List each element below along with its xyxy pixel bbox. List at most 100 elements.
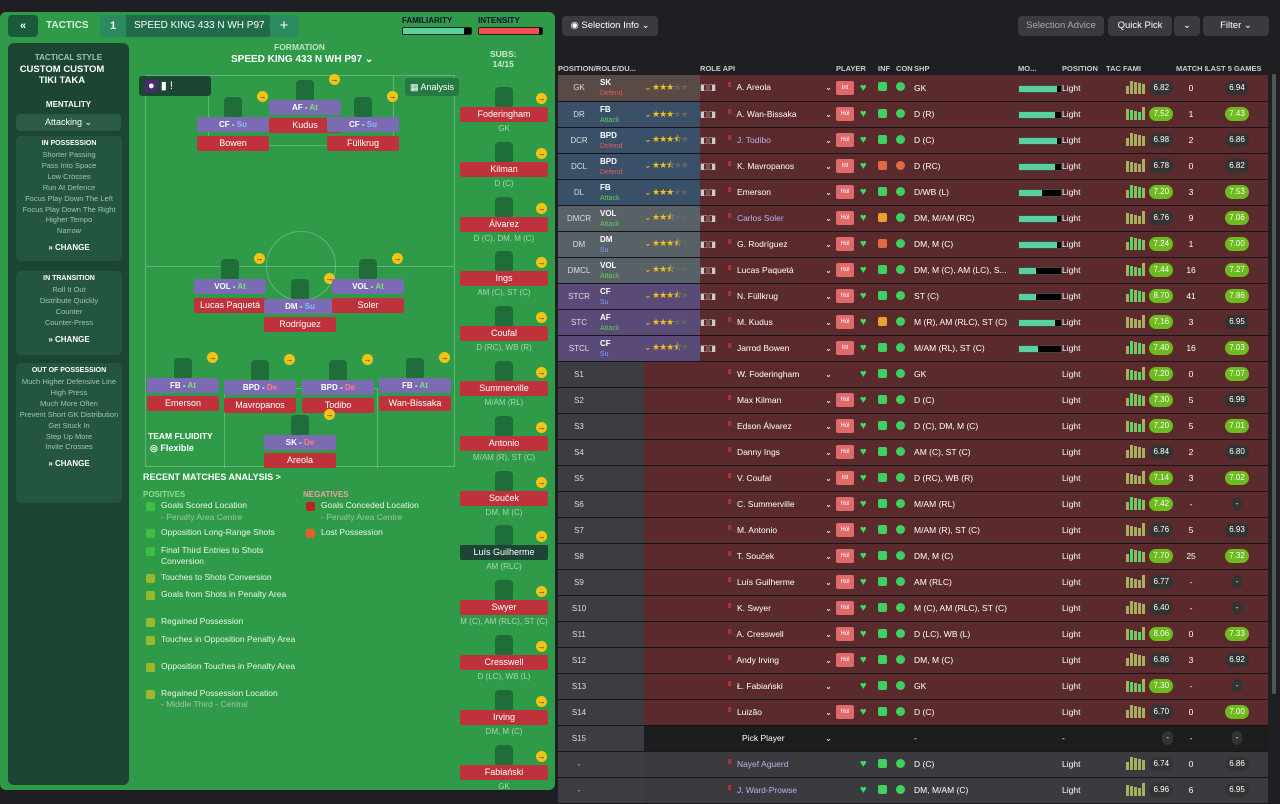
- swap-arrow-icon[interactable]: →: [536, 93, 547, 104]
- change-in-transition-button[interactable]: » CHANGE: [48, 334, 90, 344]
- chevron-down-icon[interactable]: ⌄: [824, 472, 833, 483]
- chart-icon[interactable]: ▮: [160, 80, 167, 92]
- sub-name[interactable]: Ings: [460, 271, 548, 287]
- sub-name[interactable]: Fabiański: [460, 764, 548, 780]
- role-tag[interactable]: SK - De: [264, 435, 336, 450]
- player-cell[interactable]: ▘ W. Foderingham ⌄: [728, 361, 837, 388]
- swap-arrow-icon[interactable]: →: [207, 352, 218, 363]
- table-row[interactable]: DMCL VOL Attack ⌄ ★★⯪★★ ◧◨ ▘ Lucas Paquetá ⌄ Ho…: [558, 257, 1269, 284]
- player-name[interactable]: Emerson: [736, 186, 771, 197]
- sub-name[interactable]: Coufal: [460, 326, 548, 342]
- role-tag[interactable]: AF - At: [269, 100, 341, 115]
- table-row[interactable]: S11 ▘ A. Cresswell ⌄ Hol ♥ D (LC), WB (L) Ligh…: [558, 621, 1269, 648]
- sub-slot[interactable]: Luís Guilherme AM (RLC): [460, 545, 548, 571]
- change-in-possession-button[interactable]: » CHANGE: [48, 243, 90, 253]
- sub-name[interactable]: Antonio: [460, 435, 548, 451]
- chevron-down-icon[interactable]: ⌄: [824, 550, 833, 561]
- table-row[interactable]: S13 ▘ Ł. Fabiański ⌄ ♥ GK Light 7.30- -: [558, 673, 1269, 700]
- role-duty-cell[interactable]: CF Su: [600, 335, 644, 362]
- player-name[interactable]: Todibo: [302, 398, 374, 413]
- player-name[interactable]: Rodríguez: [264, 317, 336, 332]
- role-tag[interactable]: CF - Su: [197, 117, 269, 132]
- player-name[interactable]: Danny Ings: [736, 446, 780, 457]
- sub-name[interactable]: Summerville: [460, 381, 548, 396]
- column-header[interactable]: MO...: [1018, 64, 1037, 73]
- column-header[interactable]: INF: [878, 64, 891, 73]
- sub-name[interactable]: Kilman: [460, 161, 548, 177]
- sub-slot[interactable]: Álvarez D (C), DM, M (C): [460, 216, 548, 243]
- info-icon[interactable]: ●: [145, 80, 158, 92]
- chevron-down-icon[interactable]: ⌄: [824, 680, 833, 691]
- player-cell[interactable]: ▘ V. Coufal ⌄: [728, 465, 837, 492]
- table-row[interactable]: STCL CF Su ⌄ ★★★⯪★ ◧◨ ▘ Jarrod Bowen ⌄ Int ♥ M/AM…: [558, 335, 1269, 362]
- quick-pick-button[interactable]: Quick Pick: [1108, 16, 1172, 36]
- chevron-down-icon[interactable]: ⌄: [824, 524, 833, 535]
- table-row[interactable]: S14 ▘ Luizão ⌄ Hol ♥ D (C) Light 6.70 0 7.00: [558, 699, 1269, 726]
- swap-arrow-icon[interactable]: →: [324, 273, 335, 284]
- swap-arrow-icon[interactable]: →: [392, 253, 403, 264]
- instructions-icon[interactable]: ◧◨: [700, 212, 717, 223]
- table-row[interactable]: S12 ▘ Andy Irving ⌄ Hol ♥ DM, M (C) Light 6.86 3…: [558, 647, 1269, 674]
- player-name[interactable]: A. Wan-Bissaka: [736, 108, 797, 119]
- instructions-icon[interactable]: ◧◨: [700, 316, 717, 327]
- player-cell[interactable]: ▘ C. Summerville ⌄: [728, 491, 837, 518]
- chevron-down-icon[interactable]: ⌄: [824, 160, 833, 171]
- player-cell[interactable]: Pick Player ⌄: [728, 725, 837, 752]
- instructions-icon[interactable]: ◧◨: [700, 108, 717, 119]
- tactic-selector[interactable]: 1 SPEED KING 433 N WH P97 ⌄ +: [100, 15, 298, 37]
- player-name[interactable]: Jarrod Bowen: [736, 342, 790, 353]
- swap-arrow-icon[interactable]: →: [387, 91, 398, 102]
- player-name[interactable]: Lucas Paquetá: [194, 298, 266, 313]
- player-cell[interactable]: ▘ J. Ward-Prowse: [728, 777, 837, 804]
- sub-name[interactable]: Foderingham: [460, 107, 548, 122]
- player-name[interactable]: J. Todibo: [736, 134, 771, 145]
- chevron-down-icon[interactable]: ⌄: [824, 368, 833, 379]
- swap-arrow-icon[interactable]: →: [536, 586, 547, 598]
- player-cell[interactable]: ▘ Emerson ⌄: [728, 179, 837, 206]
- player-name[interactable]: M. Antonio: [736, 524, 778, 535]
- player-cell[interactable]: ▘ Andy Irving ⌄: [728, 647, 837, 674]
- player-cell[interactable]: ▘ J. Todibo ⌄: [728, 127, 837, 154]
- player-cell[interactable]: ▘ M. Antonio ⌄: [728, 517, 837, 544]
- analysis-button[interactable]: ▦ Analysis: [405, 78, 459, 96]
- sub-name[interactable]: Luís Guilherme: [460, 545, 548, 561]
- table-row[interactable]: S15 Pick Player ⌄ - - - - -: [558, 725, 1269, 752]
- sub-name[interactable]: Álvarez: [460, 216, 548, 232]
- role-duty-cell[interactable]: VOL Attack: [600, 257, 644, 284]
- table-row[interactable]: S8 ▘ T. Souček ⌄ Hol ♥ DM, M (C) Light 7.70 25 7.…: [558, 543, 1269, 570]
- role-tag[interactable]: DM - Su: [264, 299, 336, 314]
- swap-arrow-icon[interactable]: →: [439, 352, 450, 363]
- swap-arrow-icon[interactable]: →: [329, 74, 340, 85]
- swap-arrow-icon[interactable]: →: [536, 750, 547, 762]
- team-fluidity-value[interactable]: ◎ Flexible: [150, 443, 194, 454]
- role-tag[interactable]: BPD - De: [302, 380, 374, 395]
- player-name[interactable]: Areola: [264, 453, 336, 468]
- player-instructions[interactable]: ◧◨: [700, 179, 729, 206]
- player-cell[interactable]: ▘ Ł. Fabiański ⌄: [728, 673, 837, 700]
- table-row[interactable]: S10 ▘ K. Swyer ⌄ Hol ♥ M (C), AM (RLC), ST (C…: [558, 595, 1269, 622]
- sub-name[interactable]: Swyer: [460, 600, 548, 616]
- table-row[interactable]: S1 ▘ W. Foderingham ⌄ ♥ GK Light 7.20 0 7.07: [558, 361, 1269, 388]
- chevron-down-icon[interactable]: ⌄: [824, 186, 833, 197]
- chevron-down-icon[interactable]: ⌄: [824, 264, 833, 275]
- table-row[interactable]: DMCR VOL Attack ⌄ ★★⯪★★ ◧◨ ▘ Carlos Soler ⌄ Hol…: [558, 205, 1269, 232]
- player-name[interactable]: Emerson: [147, 396, 219, 411]
- sub-name[interactable]: Irving: [460, 709, 548, 725]
- player-name[interactable]: Carlos Soler: [736, 212, 784, 223]
- player-name[interactable]: N. Füllkrug: [736, 290, 779, 301]
- swap-arrow-icon[interactable]: →: [536, 476, 547, 488]
- sub-name[interactable]: Souček: [460, 490, 548, 506]
- role-duty-cell[interactable]: VOL Attack: [600, 205, 644, 232]
- table-row[interactable]: S5 ▘ V. Coufal ⌄ Int ♥ D (RC), WB (R) Light 7.1…: [558, 465, 1269, 492]
- column-header[interactable]: PLAYER: [836, 64, 866, 73]
- column-header[interactable]: PI: [728, 64, 736, 73]
- role-tag[interactable]: CF - Su: [327, 117, 399, 132]
- sub-slot[interactable]: Foderingham GK: [460, 107, 548, 133]
- sub-slot[interactable]: Summerville M/AM (RL): [460, 381, 548, 407]
- sub-slot[interactable]: Fabiański GK: [460, 764, 548, 791]
- chevron-down-icon[interactable]: ⌄: [824, 342, 833, 353]
- table-row[interactable]: STC AF Attack ⌄ ★★★★★ ◧◨ ▘ M. Kudus ⌄ Hol ♥ M (R)…: [558, 309, 1269, 336]
- chevron-down-icon[interactable]: ⌄: [824, 290, 833, 301]
- player-instructions[interactable]: ◧◨: [700, 231, 729, 258]
- formation-name[interactable]: SPEED KING 433 N WH P97 ⌄: [231, 54, 374, 65]
